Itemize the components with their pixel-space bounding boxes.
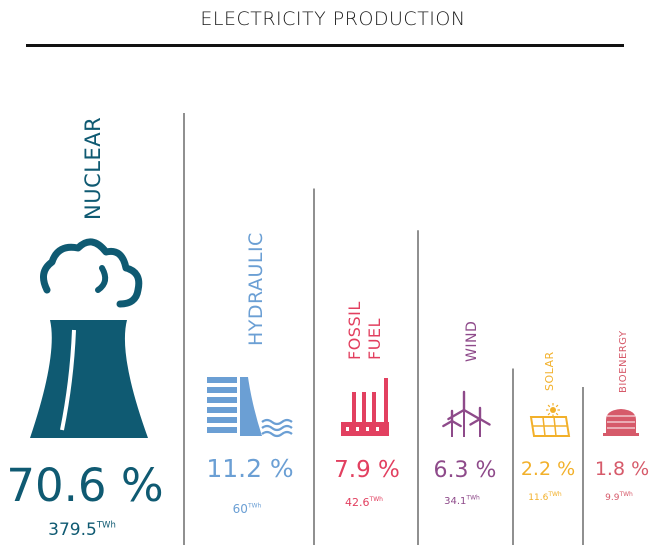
turbine-blade xyxy=(442,419,454,428)
twh-unit-label: TWh xyxy=(247,503,262,510)
turbine-blade xyxy=(462,408,481,421)
dam-bar xyxy=(207,427,237,433)
category-label: FUEL xyxy=(365,318,384,360)
category-label: BIOENERGY xyxy=(618,330,629,393)
dam-bar xyxy=(207,417,237,423)
panel-grid-line xyxy=(542,416,546,437)
dam-bar xyxy=(207,407,237,413)
water-wave xyxy=(261,424,293,432)
digester-base xyxy=(603,433,639,436)
cooling-tower-highlight xyxy=(60,329,76,431)
percent-value-label: 11.2 % xyxy=(206,454,293,483)
factory-window xyxy=(366,427,369,431)
cloud-inner-curve xyxy=(95,265,109,293)
cooling-tower-shape xyxy=(30,320,148,438)
sun-core xyxy=(550,407,556,413)
percent-value-label: 1.8 % xyxy=(595,458,649,480)
title-rule xyxy=(26,44,624,47)
category-label: FOSSIL xyxy=(345,301,364,360)
turbine-blade xyxy=(478,417,491,426)
dam-bar xyxy=(207,377,237,383)
sun-ray xyxy=(555,404,559,408)
dam-icon xyxy=(207,377,293,438)
twh-unit-label: TWh xyxy=(465,495,480,502)
percent-value-label: 6.3 % xyxy=(434,458,497,483)
biogas-icon xyxy=(603,409,639,436)
category-label: NUCLEAR xyxy=(81,117,105,220)
dam-wall xyxy=(240,377,262,436)
twh-unit-label: TWh xyxy=(96,520,116,530)
wind-turbine-icon xyxy=(442,390,491,437)
percent-value-label: 7.9 % xyxy=(334,457,400,483)
factory-base xyxy=(341,422,389,436)
twh-unit-label: TWh xyxy=(547,491,562,498)
dam-bar xyxy=(207,387,237,393)
water-wave xyxy=(261,430,293,438)
factory-window xyxy=(356,427,359,431)
chart-title: ELECTRICITY PRODUCTION xyxy=(200,8,466,30)
turbine-blade xyxy=(469,417,482,426)
category-label: SOLAR xyxy=(543,351,556,391)
sun-ray xyxy=(555,412,559,416)
twh-value-label: 11.6TWh xyxy=(528,491,562,503)
dam-bar xyxy=(207,397,237,403)
category-label: HYDRAULIC xyxy=(245,232,267,346)
sun-ray xyxy=(547,412,551,416)
chimney xyxy=(362,392,366,422)
twh-value-label: 42.6TWh xyxy=(345,496,383,509)
turbine-blade xyxy=(450,419,462,428)
turbine-blade xyxy=(447,408,466,421)
twh-unit-label: TWh xyxy=(369,496,384,503)
factory-icon xyxy=(341,378,389,436)
percent-value-label: 2.2 % xyxy=(521,458,575,480)
factory-window xyxy=(346,427,349,431)
category-label: WIND xyxy=(464,321,480,362)
percent-value-label: 70.6 % xyxy=(6,459,163,512)
panel-grid-line xyxy=(553,416,557,437)
twh-value-label: 34.1TWh xyxy=(444,495,480,508)
nuclear-plant-icon xyxy=(30,238,148,438)
twh-value-label: 60TWh xyxy=(233,502,262,516)
cloud-shape xyxy=(39,238,143,308)
twh-value-label: 379.5TWh xyxy=(48,520,116,540)
factory-window xyxy=(376,427,379,431)
twh-unit-label: TWh xyxy=(618,491,633,498)
chimney xyxy=(352,392,356,422)
twh-value-label: 9.9TWh xyxy=(605,491,633,503)
sun-ray xyxy=(547,404,551,408)
chimney xyxy=(372,392,376,422)
solar-panel-icon xyxy=(529,403,571,437)
chimney xyxy=(384,378,388,422)
water-wave xyxy=(261,418,293,426)
